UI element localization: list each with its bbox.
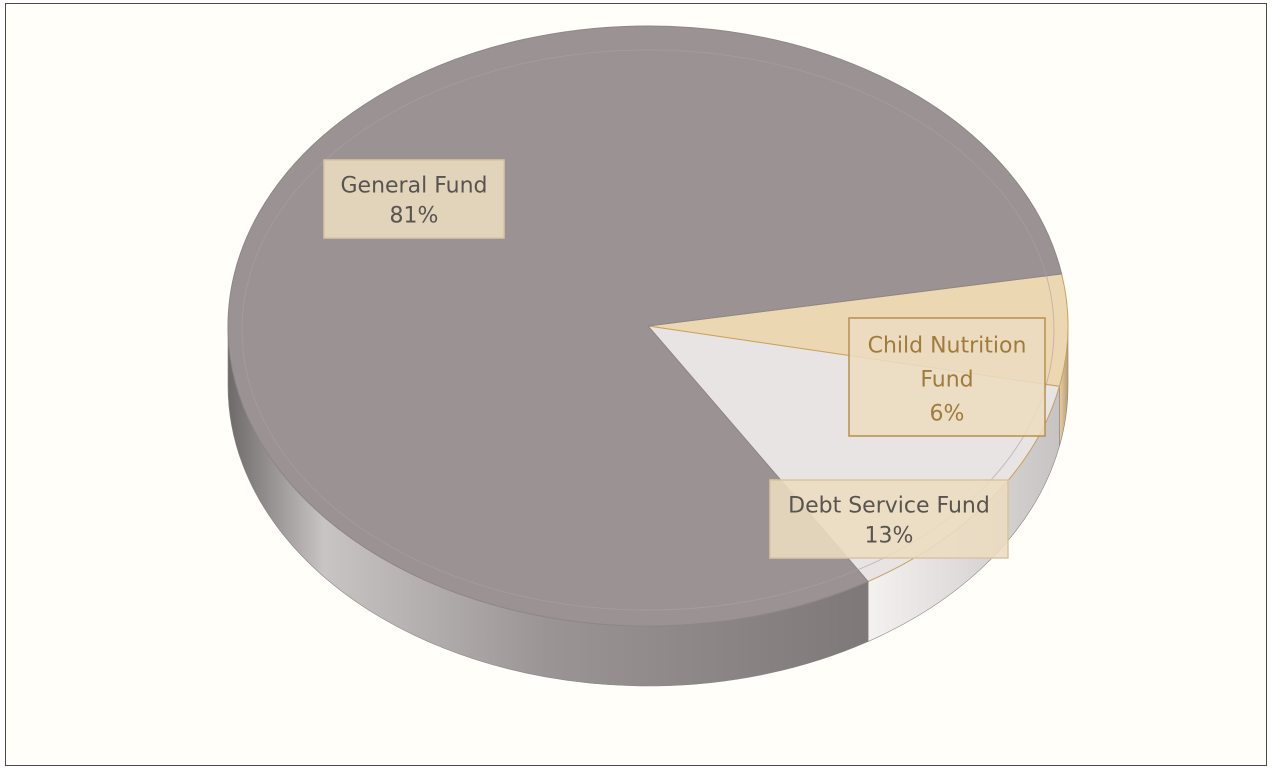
- data-label-name: Child Nutrition: [868, 334, 1027, 359]
- data-label-debt-service-fund: Debt Service Fund 13%: [769, 479, 1009, 559]
- data-label-percent: 6%: [930, 402, 965, 427]
- data-label-box: [323, 159, 505, 239]
- data-label-name: Debt Service Fund: [788, 493, 990, 518]
- data-label-percent: 81%: [390, 203, 439, 228]
- data-label-child-nutrition-fund: Child Nutrition Fund 6%: [848, 317, 1046, 437]
- data-label-name: Fund: [920, 368, 973, 393]
- data-label-percent: 13%: [865, 523, 914, 548]
- data-label-name: General Fund: [341, 173, 488, 198]
- data-label-box: [848, 317, 1046, 437]
- label-group: General Fund 81% Debt Service Fund 13% Child…: [323, 159, 1046, 559]
- data-label-box: [769, 479, 1009, 559]
- data-label-general-fund: General Fund 81%: [323, 159, 505, 239]
- pie-rim: [241, 49, 1055, 611]
